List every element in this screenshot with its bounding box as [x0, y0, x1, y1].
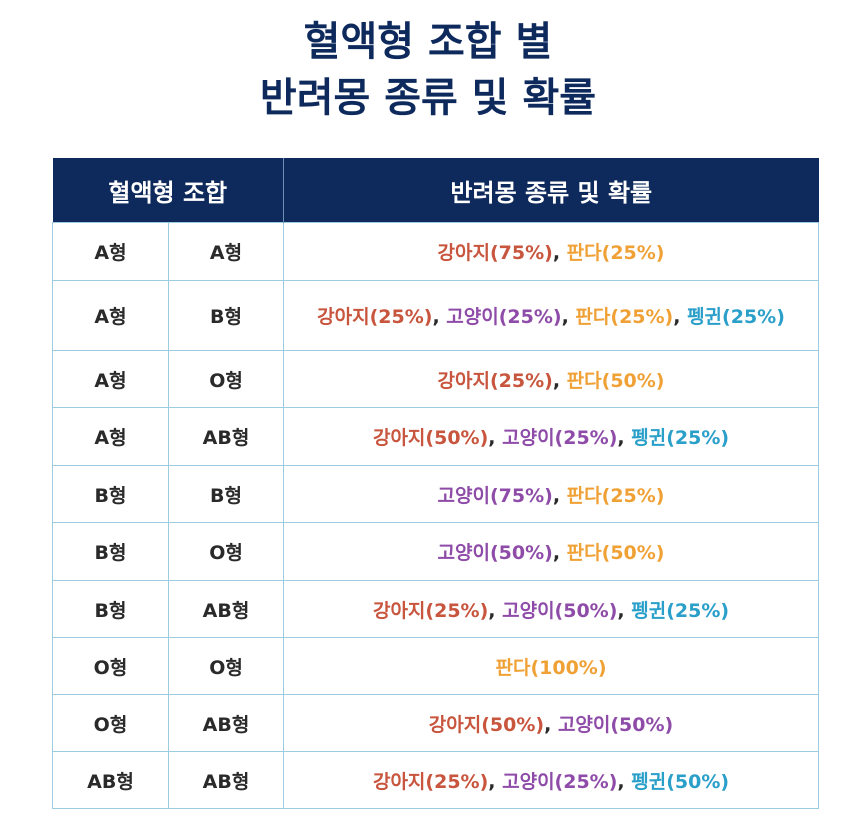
- column-header: 혈액형 조합: [52, 158, 284, 223]
- pet-probability: 강아지(25%): [372, 599, 489, 622]
- header-row: 혈액형 조합 반려몽 종류 및 확률: [52, 158, 819, 223]
- parent2-cell: A형: [167, 222, 285, 281]
- parent1-cell: A형: [52, 222, 169, 281]
- parent2-cell: AB형: [167, 694, 285, 752]
- result-cell: 강아지(25%), 판다(50%): [283, 350, 820, 408]
- result-cell: 강아지(25%), 고양이(50%), 펭귄(25%): [283, 580, 820, 638]
- result-cell: 고양이(75%), 판다(25%): [283, 465, 820, 523]
- title-line: 혈액형 조합 별: [303, 19, 553, 65]
- parent1-cell: O형: [52, 637, 169, 695]
- separator: ,: [488, 427, 503, 449]
- pet-probability: 고양이(25%): [502, 427, 618, 449]
- pet-probability: 강아지(25%): [317, 306, 433, 328]
- table-row: A형 O형 강아지(25%), 판다(50%): [52, 350, 820, 408]
- separator: ,: [617, 599, 632, 622]
- parent1-cell: A형: [52, 280, 169, 351]
- table-body: A형 A형 강아지(75%), 판다(25%) A형 B형 강아지(25%), 고양이(2…: [52, 222, 820, 809]
- parent2-cell: O형: [167, 350, 285, 408]
- separator: ,: [673, 306, 688, 328]
- parent2-cell: B형: [167, 280, 285, 351]
- pet-probability: 고양이(50%): [502, 599, 618, 622]
- parent1-cell: AB형: [52, 751, 169, 809]
- pet-probability: 고양이(50%): [437, 542, 553, 564]
- result-cell: 고양이(50%), 판다(50%): [283, 522, 820, 581]
- parent1-cell: B형: [52, 580, 169, 638]
- table: 혈액형 조합 반려몽 종류 및 확률 A형 A형 강아지(75%), 판다(25%)…: [52, 158, 820, 809]
- pet-probability: 고양이(25%): [502, 770, 618, 793]
- parent2-cell: O형: [167, 522, 285, 581]
- pet-probability: 펭귄(25%): [687, 306, 785, 328]
- pet-probability: 강아지(50%): [428, 713, 545, 736]
- pet-probability: 강아지(75%): [437, 242, 553, 264]
- table-row: A형 AB형 강아지(50%), 고양이(25%), 펭귄(25%): [52, 407, 820, 466]
- separator: ,: [552, 242, 567, 264]
- pet-probability: 판다(100%): [495, 656, 607, 679]
- pet-probability: 판다(25%): [566, 242, 665, 264]
- pet-probability: 강아지(25%): [437, 369, 553, 392]
- separator: ,: [552, 484, 567, 507]
- parent1-cell: B형: [52, 465, 169, 523]
- pet-probability: 고양이(50%): [557, 713, 674, 736]
- parent2-cell: AB형: [167, 751, 285, 809]
- result-cell: 강아지(50%), 고양이(25%), 펭귄(25%): [283, 407, 820, 466]
- pet-probability: 고양이(75%): [437, 484, 553, 507]
- table-row: O형 O형 판다(100%): [52, 637, 820, 695]
- result-cell: 강아지(25%), 고양이(25%), 판다(25%), 펭귄(25%): [283, 280, 820, 351]
- separator: ,: [617, 427, 632, 449]
- separator: ,: [552, 542, 567, 564]
- parent1-cell: B형: [52, 522, 169, 581]
- title: 혈액형 조합 별 반려몽 종류 및 확률: [0, 14, 856, 126]
- result-cell: 강아지(75%), 판다(25%): [283, 222, 820, 281]
- separator: ,: [488, 599, 503, 622]
- parent1-cell: O형: [52, 694, 169, 752]
- pet-probability: 판다(25%): [566, 484, 665, 507]
- pet-probability: 고양이(25%): [446, 306, 562, 328]
- separator: ,: [552, 369, 567, 392]
- pet-probability: 판다(50%): [566, 369, 665, 392]
- parent2-cell: B형: [167, 465, 285, 523]
- result-cell: 강아지(25%), 고양이(25%), 펭귄(50%): [283, 751, 820, 809]
- table-row: A형 A형 강아지(75%), 판다(25%): [52, 222, 820, 281]
- table-row: AB형 AB형 강아지(25%), 고양이(25%), 펭귄(50%): [52, 751, 820, 809]
- table-row: A형 B형 강아지(25%), 고양이(25%), 판다(25%), 펭귄(25%): [52, 280, 820, 351]
- parent2-cell: AB형: [167, 407, 285, 466]
- parent1-cell: A형: [52, 407, 169, 466]
- pet-probability: 판다(25%): [575, 306, 674, 328]
- result-cell: 판다(100%): [283, 637, 820, 695]
- table-row: B형 O형 고양이(50%), 판다(50%): [52, 522, 820, 581]
- pet-probability: 판다(50%): [566, 542, 665, 564]
- parent2-cell: AB형: [167, 580, 285, 638]
- separator: ,: [544, 713, 558, 736]
- parent1-cell: A형: [52, 350, 169, 408]
- pet-probability: 펭귄(25%): [631, 427, 730, 449]
- separator: ,: [617, 770, 632, 793]
- separator: ,: [561, 306, 576, 328]
- pet-probability: 강아지(25%): [372, 770, 489, 793]
- title-line: 반려몽 종류 및 확률: [259, 75, 597, 121]
- table-row: B형 AB형 강아지(25%), 고양이(50%), 펭귄(25%): [52, 580, 820, 638]
- pet-probability: 펭귄(50%): [631, 770, 730, 793]
- separator: ,: [488, 770, 503, 793]
- pet-probability: 펭귄(25%): [631, 599, 730, 622]
- result-cell: 강아지(50%), 고양이(50%): [283, 694, 820, 752]
- parent2-cell: O형: [167, 637, 285, 695]
- separator: ,: [432, 306, 447, 328]
- table-row: B형 B형 고양이(75%), 판다(25%): [52, 465, 820, 523]
- pet-probability: 강아지(50%): [372, 427, 489, 449]
- table-row: O형 AB형 강아지(50%), 고양이(50%): [52, 694, 820, 752]
- column-header: 반려몽 종류 및 확률: [283, 158, 819, 223]
